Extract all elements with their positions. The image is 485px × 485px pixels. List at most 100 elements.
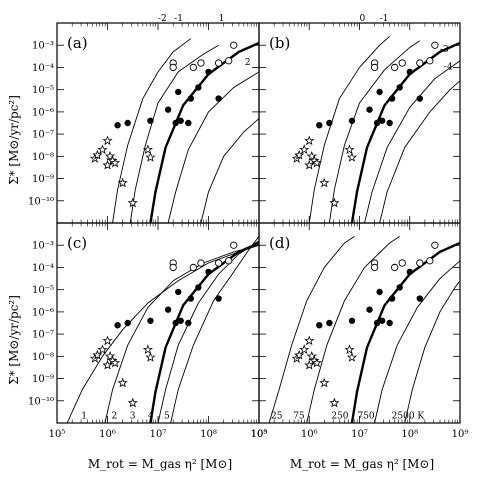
curve-0 (308, 35, 390, 223)
x-tick-label: 10⁹ (452, 429, 469, 440)
open-circle-point (426, 257, 434, 265)
panel-frame (56, 222, 260, 424)
curve-label: 1 (81, 412, 87, 422)
filled-circle-point (147, 117, 154, 124)
curve--1 (129, 44, 219, 223)
panel-c: 1 2 3 4 5 (c) 10⁻¹⁰ 10⁻⁹ 10⁻⁸ 10⁻⁷ 10⁻⁶ 10⁻⁵ 10⁻⁴ 10⁻… (28, 222, 267, 440)
curve-3 (149, 241, 259, 423)
curve-75 (306, 235, 400, 423)
filled-circle-point (416, 95, 423, 102)
curve--2 (112, 38, 192, 223)
star-point (104, 150, 116, 161)
open-circle-point (416, 259, 424, 267)
x-tick-label: 10⁵ (49, 429, 66, 440)
curves (268, 235, 460, 423)
star-point (344, 144, 355, 154)
star-point (344, 344, 355, 354)
curve-2500 K (404, 280, 460, 423)
filled-circle-point (348, 317, 356, 324)
star-point (294, 349, 305, 360)
filled-circle-point (396, 284, 403, 291)
filled-circle-point (124, 119, 131, 127)
panel-frame (56, 22, 260, 224)
star-point (145, 352, 156, 362)
open-circle-point (431, 41, 439, 49)
filled-circle-point (164, 306, 172, 313)
curve-label: 5 (164, 412, 170, 422)
star-point (145, 152, 156, 162)
x-tick-label: 10⁷ (351, 429, 368, 440)
panel-label: (a) (67, 34, 88, 52)
filled-circle-point (316, 122, 323, 129)
y-tick-label: 10⁻⁵ (32, 285, 54, 296)
panels-group: -2 -1 12(a)10⁻¹⁰10⁻⁹10⁻⁸10⁻⁷10⁻⁶10⁻⁵10⁻⁴10… (28, 14, 468, 440)
star-point (117, 377, 128, 388)
markers (89, 41, 238, 208)
curves (308, 35, 460, 223)
star-point (329, 397, 340, 408)
curve--3 (364, 60, 460, 223)
panel-b: 0 -1 -3 -4 (b) (258, 14, 461, 224)
curve--4 (379, 80, 460, 223)
open-circle-point (398, 59, 406, 67)
filled-circle-point (185, 319, 192, 327)
y-tick-label: 10⁻⁶ (32, 307, 54, 318)
star-point (304, 359, 315, 370)
open-circle-point (197, 259, 205, 267)
filled-circle-point (177, 317, 184, 324)
curve--1 (328, 40, 421, 223)
y-axis-title-bottom: Σ* [M⊙/yr/pc²] (7, 295, 21, 385)
curve-label: 250 (331, 412, 348, 422)
star-point (104, 350, 116, 361)
star-point (102, 359, 113, 370)
panel-a: -2 -1 1 2 (a) 10⁻¹⁰ 10⁻⁹ 10⁻⁸ 10⁻⁷ 10⁻⁶ 10⁻⁵ 10⁻⁴ 10… (28, 14, 260, 224)
filled-circle-point (326, 319, 333, 327)
markers (89, 241, 238, 408)
star-point (102, 159, 113, 170)
open-circle-point (391, 63, 399, 72)
open-circle-point (370, 263, 379, 272)
filled-circle-point (386, 119, 393, 127)
curve-label: -1 (174, 14, 183, 24)
x-tick-label: 10⁸ (401, 429, 418, 440)
markers (291, 241, 439, 408)
curves (112, 38, 259, 223)
filled-circle-point (406, 68, 413, 76)
curve-250 (350, 241, 460, 423)
filled-circle-point (175, 88, 182, 96)
x-axis-title-right: M_rot = M_gas η² [M⊙] (290, 457, 434, 471)
curve-label: 0 (360, 14, 366, 24)
markers (291, 41, 439, 208)
open-circle-point (426, 57, 434, 65)
x-axis-title-left: M_rot = M_gas η² [M⊙] (88, 457, 232, 471)
y-axis-title-top: Σ* [M⊙/yr/pc²] (7, 95, 21, 185)
star-point (346, 352, 358, 362)
x-tick-label: 10⁶ (99, 429, 116, 440)
filled-circle-point (366, 106, 373, 113)
filled-circle-point (177, 117, 184, 124)
curve-label: 4 (148, 412, 154, 422)
filled-circle-point (195, 84, 202, 91)
star-point (102, 135, 113, 146)
star-point (311, 157, 322, 168)
star-point (319, 377, 330, 388)
y-tick-label: 10⁻⁹ (32, 174, 54, 185)
star-point (304, 335, 315, 346)
open-circle-point (370, 63, 379, 72)
curve-label: -1 (380, 14, 389, 24)
open-circle-point (431, 241, 439, 249)
star-point (117, 177, 128, 188)
star-point (294, 149, 305, 160)
curve-label: 2 (245, 58, 251, 68)
panel-frame (258, 22, 461, 224)
star-point (127, 197, 138, 208)
curve-label: 75 (293, 412, 305, 422)
open-circle-point (214, 259, 223, 267)
open-circle-point (189, 63, 198, 72)
y-tick-label: 10⁻⁷ (32, 330, 54, 341)
filled-circle-point (147, 317, 154, 324)
star-point (304, 135, 315, 146)
filled-circle-point (114, 322, 121, 329)
open-circle-point (225, 57, 233, 65)
star-point (142, 344, 153, 354)
